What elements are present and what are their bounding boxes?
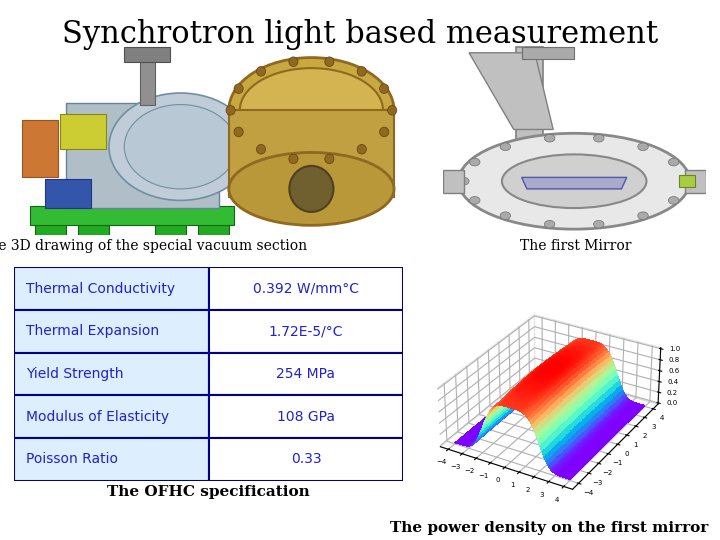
Circle shape <box>469 197 480 204</box>
Circle shape <box>289 154 298 164</box>
Text: Thermal Expansion: Thermal Expansion <box>26 325 159 338</box>
Bar <box>229 110 394 197</box>
Text: The first Mirror: The first Mirror <box>521 239 631 253</box>
Bar <box>443 170 464 193</box>
Circle shape <box>325 57 334 66</box>
Circle shape <box>357 66 366 76</box>
Bar <box>14 310 209 353</box>
Bar <box>30 206 234 225</box>
Ellipse shape <box>229 152 394 225</box>
Bar <box>78 212 109 235</box>
Bar <box>209 310 403 353</box>
Circle shape <box>638 212 648 220</box>
Bar <box>685 170 706 193</box>
Bar <box>140 51 155 105</box>
Text: Poisson Ratio: Poisson Ratio <box>26 453 118 466</box>
Text: Yield Strength: Yield Strength <box>26 367 124 381</box>
Bar <box>521 47 575 58</box>
Circle shape <box>387 105 397 115</box>
Text: 254 MPa: 254 MPa <box>276 367 336 381</box>
Text: The OFHC specification: The OFHC specification <box>107 485 310 499</box>
Bar <box>209 267 403 310</box>
Circle shape <box>379 127 389 137</box>
Circle shape <box>544 220 555 228</box>
Polygon shape <box>521 177 626 189</box>
Bar <box>14 353 209 395</box>
Circle shape <box>544 134 555 142</box>
Ellipse shape <box>459 133 690 229</box>
Bar <box>22 120 58 177</box>
Bar <box>66 103 219 208</box>
Text: 108 GPa: 108 GPa <box>277 410 335 423</box>
Circle shape <box>325 154 334 164</box>
Bar <box>209 395 403 438</box>
Bar <box>14 438 209 481</box>
Bar <box>209 438 403 481</box>
Text: Thermal Conductivity: Thermal Conductivity <box>26 282 175 295</box>
Ellipse shape <box>502 154 647 208</box>
Bar <box>199 212 229 235</box>
Circle shape <box>256 66 266 76</box>
Circle shape <box>680 177 690 185</box>
Circle shape <box>256 145 266 154</box>
Text: Modulus of Elasticity: Modulus of Elasticity <box>26 410 169 423</box>
Circle shape <box>234 127 243 137</box>
Text: The 3D drawing of the special vacuum section: The 3D drawing of the special vacuum sec… <box>0 239 307 253</box>
Ellipse shape <box>229 58 394 163</box>
Bar <box>60 114 107 148</box>
Circle shape <box>500 143 510 151</box>
Circle shape <box>357 145 366 154</box>
Bar <box>516 47 543 148</box>
Bar <box>45 179 91 208</box>
Circle shape <box>226 105 235 115</box>
Bar <box>14 395 209 438</box>
Bar <box>209 353 403 395</box>
Circle shape <box>668 197 679 204</box>
Text: 0.392 W/mm°C: 0.392 W/mm°C <box>253 282 359 295</box>
Text: 0.33: 0.33 <box>291 453 321 466</box>
Circle shape <box>289 57 298 66</box>
Circle shape <box>125 105 237 189</box>
Bar <box>125 47 171 62</box>
Circle shape <box>668 158 679 166</box>
Circle shape <box>593 220 604 228</box>
Text: 1.72E-5/°C: 1.72E-5/°C <box>269 325 343 338</box>
Text: The power density on the first mirror: The power density on the first mirror <box>390 521 708 535</box>
Circle shape <box>500 212 510 220</box>
Bar <box>14 267 209 310</box>
Bar <box>155 212 186 235</box>
Circle shape <box>469 158 480 166</box>
Circle shape <box>379 84 389 93</box>
Circle shape <box>289 166 333 212</box>
Ellipse shape <box>240 68 383 152</box>
Bar <box>35 212 66 235</box>
Circle shape <box>638 143 648 151</box>
Circle shape <box>234 84 243 93</box>
Circle shape <box>593 134 604 142</box>
Circle shape <box>109 93 252 200</box>
Polygon shape <box>469 53 553 130</box>
Text: Synchrotron light based measurement: Synchrotron light based measurement <box>62 19 658 50</box>
Bar <box>680 176 695 187</box>
Circle shape <box>459 177 469 185</box>
